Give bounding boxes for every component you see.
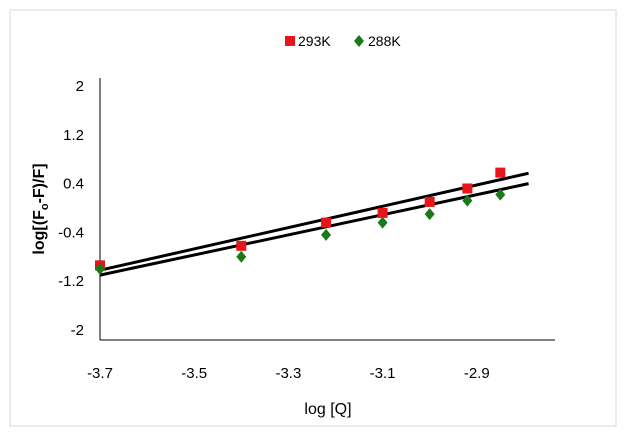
- x-axis-label: log [Q]: [304, 401, 351, 418]
- y-axis-label: log[(Fo-F)/F]: [31, 163, 51, 254]
- fit-line-288k: [99, 182, 529, 277]
- point-288k: [236, 250, 247, 263]
- y-tick-label: 1.2: [63, 127, 84, 144]
- x-tick-label: -3.5: [181, 365, 207, 382]
- x-tick-label: -3.7: [87, 365, 113, 382]
- point-293k: [495, 167, 506, 178]
- fit-lines: [99, 171, 529, 277]
- x-tick-labels: -3.7 -3.5 -3.3 -3.1 -2.9: [87, 365, 490, 382]
- y-tick-label: -2: [71, 322, 84, 339]
- legend-marker-293k: [285, 36, 295, 46]
- x-tick-label: -2.9: [464, 365, 490, 382]
- point-293k: [321, 217, 332, 228]
- legend: 293K 288K: [285, 33, 401, 49]
- x-tick-label: -3.3: [275, 365, 301, 382]
- y-tick-labels: 2 1.2 0.4 -0.4 -1.2 -2: [58, 78, 84, 339]
- point-293k: [424, 196, 435, 207]
- y-tick-label: -1.2: [58, 273, 84, 290]
- x-tick-label: -3.1: [370, 365, 396, 382]
- point-288k: [377, 216, 388, 229]
- point-288k: [95, 263, 105, 275]
- point-293k: [236, 240, 247, 251]
- data-points: [95, 167, 506, 275]
- point-288k: [424, 208, 435, 221]
- legend-label-293k: 293K: [298, 33, 331, 49]
- point-288k: [462, 194, 473, 207]
- y-tick-label: 2: [76, 78, 84, 95]
- point-288k: [495, 188, 506, 201]
- legend-marker-288k: [354, 35, 364, 47]
- point-288k: [321, 228, 332, 241]
- chart-border: [9, 9, 617, 427]
- fit-line-293k: [99, 171, 529, 272]
- point-293k: [462, 183, 473, 194]
- point-293k: [377, 207, 388, 218]
- legend-label-288k: 288K: [368, 33, 401, 49]
- y-tick-label: -0.4: [58, 224, 84, 241]
- y-tick-label: 0.4: [63, 176, 84, 193]
